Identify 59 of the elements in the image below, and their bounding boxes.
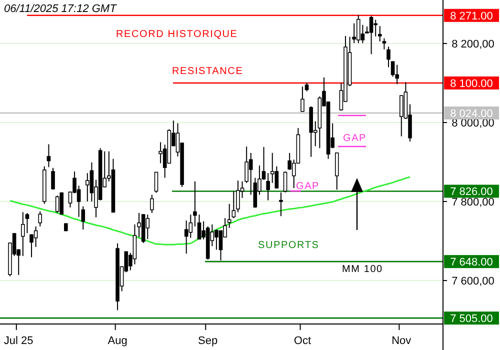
- candlestick: [227, 203, 232, 228]
- candlestick: [46, 144, 51, 168]
- x-tick-label: Sep: [198, 335, 218, 347]
- candlestick: [283, 170, 288, 193]
- candlestick: [30, 234, 34, 258]
- x-tick-label: Nov: [392, 335, 412, 347]
- candlestick: [38, 210, 42, 227]
- candlestick: [34, 226, 38, 248]
- candlestick: [51, 167, 55, 190]
- candlestick: [25, 212, 30, 234]
- candlestick: [369, 15, 374, 55]
- candlestick: [150, 194, 154, 214]
- candlestick: [184, 220, 188, 254]
- candlestick: [158, 142, 162, 164]
- y-tick-label: 7 600,00: [452, 275, 494, 288]
- candlestick: [390, 60, 395, 78]
- annotation: GAP: [343, 133, 367, 144]
- candlestick: [266, 172, 270, 201]
- ref-line-label: 7 505.00: [450, 312, 493, 325]
- x-tick-label: Oct: [294, 335, 312, 347]
- y-tick-label: 8 200,00: [452, 38, 494, 50]
- candlestick: [382, 38, 386, 50]
- candlestick: [154, 171, 158, 194]
- ref-line-label: 7 648.00: [450, 256, 493, 268]
- x-tick-label: Aug: [108, 335, 128, 347]
- annotation: MM 100: [342, 264, 383, 275]
- annotation: 06/11/2025 17:12 GMT: [4, 3, 118, 15]
- candlestick: [334, 152, 339, 190]
- annotation: SUPPORTS: [258, 240, 320, 251]
- ref-line-label: 7 826.00: [450, 186, 493, 198]
- candlestick: [248, 152, 253, 196]
- candlestick: [214, 229, 218, 250]
- candlestick: [132, 224, 137, 265]
- candlestick: [378, 26, 382, 42]
- candlestick: [274, 166, 279, 189]
- candlestick: [232, 190, 236, 219]
- candlestick: [236, 180, 240, 213]
- annotation: RESISTANCE: [172, 66, 244, 77]
- candlestick: [197, 214, 202, 240]
- candlestick: [137, 212, 141, 238]
- candlestick: [86, 172, 90, 202]
- candlestick: [279, 192, 283, 217]
- candlestick: [356, 14, 360, 44]
- candlestick: [55, 195, 60, 214]
- annotation: RECORD HISTORIQUE: [116, 29, 238, 40]
- candlestick: [300, 86, 304, 112]
- y-tick-label: 7 800,00: [452, 196, 494, 208]
- candlestick: [21, 212, 25, 257]
- candlestick: [395, 64, 399, 85]
- annotation: GAP: [296, 181, 320, 192]
- ref-line-label: 8 024.00: [450, 108, 493, 120]
- x-tick-label: Jul 25: [4, 335, 34, 347]
- candlestick: [374, 19, 378, 37]
- candlestick: [400, 94, 404, 137]
- ref-line-label: 8 100.00: [450, 78, 493, 90]
- candlestick: [386, 46, 390, 68]
- candlestick: [193, 180, 197, 227]
- candlestick: [146, 214, 150, 240]
- ref-line-label: 8 271.00: [450, 10, 493, 22]
